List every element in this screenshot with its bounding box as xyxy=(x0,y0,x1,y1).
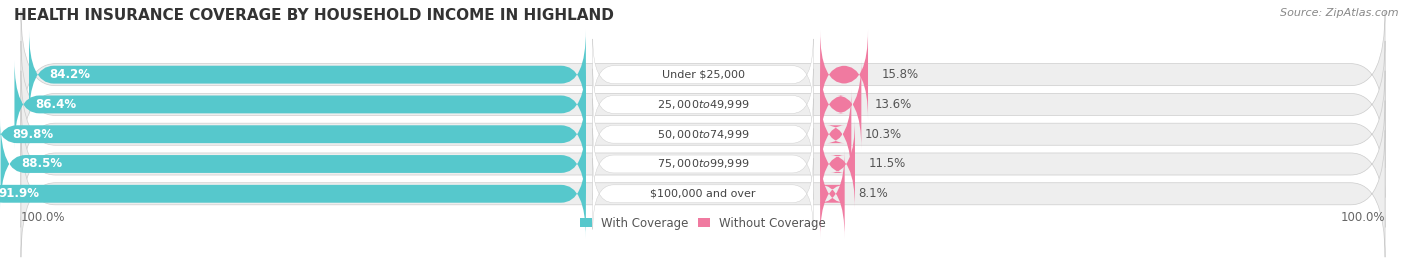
FancyBboxPatch shape xyxy=(21,130,1385,257)
Text: $75,000 to $99,999: $75,000 to $99,999 xyxy=(657,157,749,171)
FancyBboxPatch shape xyxy=(820,30,868,119)
FancyBboxPatch shape xyxy=(593,98,813,170)
Text: 8.1%: 8.1% xyxy=(859,187,889,200)
FancyBboxPatch shape xyxy=(21,71,1385,198)
FancyBboxPatch shape xyxy=(21,101,1385,227)
Text: 91.9%: 91.9% xyxy=(0,187,39,200)
FancyBboxPatch shape xyxy=(21,11,1385,138)
FancyBboxPatch shape xyxy=(593,158,813,229)
Text: $50,000 to $74,999: $50,000 to $74,999 xyxy=(657,128,749,141)
FancyBboxPatch shape xyxy=(14,60,586,149)
Text: $100,000 and over: $100,000 and over xyxy=(650,189,756,199)
Text: 88.5%: 88.5% xyxy=(21,157,62,171)
Text: 13.6%: 13.6% xyxy=(875,98,912,111)
Text: $25,000 to $49,999: $25,000 to $49,999 xyxy=(657,98,749,111)
FancyBboxPatch shape xyxy=(0,149,586,238)
FancyBboxPatch shape xyxy=(820,90,852,179)
FancyBboxPatch shape xyxy=(593,39,813,110)
FancyBboxPatch shape xyxy=(820,149,845,238)
Text: HEALTH INSURANCE COVERAGE BY HOUSEHOLD INCOME IN HIGHLAND: HEALTH INSURANCE COVERAGE BY HOUSEHOLD I… xyxy=(14,8,614,23)
FancyBboxPatch shape xyxy=(0,90,586,179)
Text: 100.0%: 100.0% xyxy=(21,211,66,224)
FancyBboxPatch shape xyxy=(593,69,813,140)
Text: 15.8%: 15.8% xyxy=(882,68,920,81)
FancyBboxPatch shape xyxy=(820,119,855,209)
FancyBboxPatch shape xyxy=(593,128,813,200)
FancyBboxPatch shape xyxy=(30,30,586,119)
FancyBboxPatch shape xyxy=(21,41,1385,168)
Text: Under $25,000: Under $25,000 xyxy=(661,70,745,80)
Text: 86.4%: 86.4% xyxy=(35,98,76,111)
Legend: With Coverage, Without Coverage: With Coverage, Without Coverage xyxy=(575,212,831,235)
Text: 89.8%: 89.8% xyxy=(13,128,53,141)
Text: 100.0%: 100.0% xyxy=(1340,211,1385,224)
Text: Source: ZipAtlas.com: Source: ZipAtlas.com xyxy=(1281,8,1399,18)
Text: 84.2%: 84.2% xyxy=(49,68,90,81)
FancyBboxPatch shape xyxy=(820,60,862,149)
Text: 10.3%: 10.3% xyxy=(865,128,903,141)
Text: 11.5%: 11.5% xyxy=(869,157,905,171)
FancyBboxPatch shape xyxy=(0,119,586,209)
